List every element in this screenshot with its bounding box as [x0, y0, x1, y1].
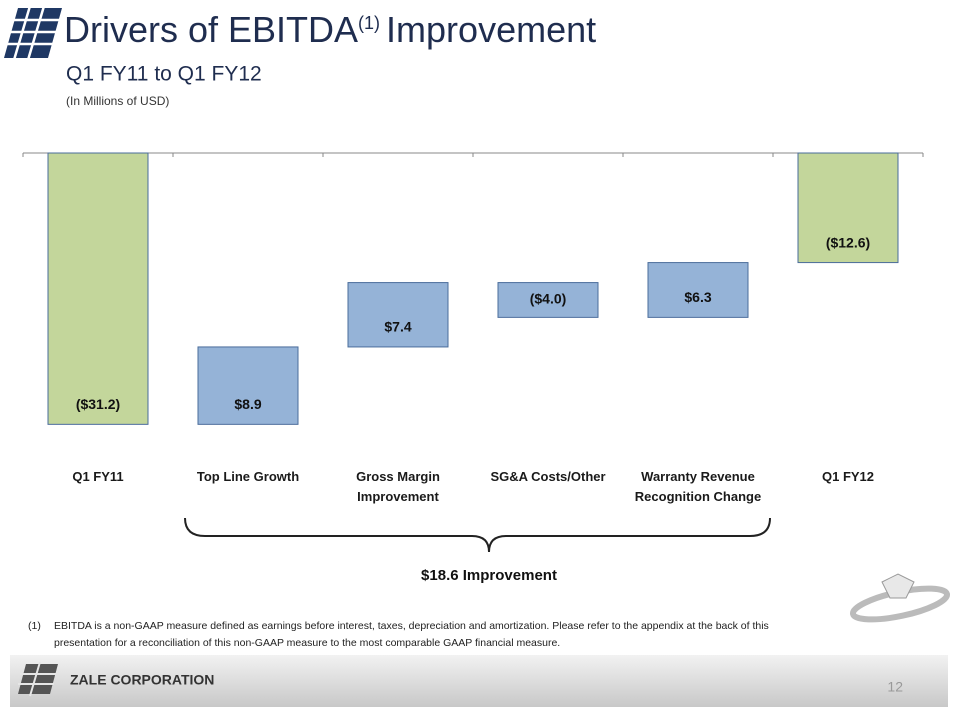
bar	[797, 152, 899, 264]
x-tick-label: Q1 FY11	[72, 469, 124, 484]
title-end: Improvement	[386, 9, 596, 50]
footnote: (1) EBITDA is a non-GAAP measure defined…	[28, 618, 828, 652]
value-label: ($31.2)	[76, 396, 120, 412]
ring	[849, 573, 951, 623]
footnote-text: EBITDA is a non-GAAP measure defined as …	[54, 620, 769, 649]
x-tick-label: Gross Margin Improvement	[356, 469, 440, 504]
title: Drivers of EBITDA	[64, 9, 358, 50]
footer-logo	[18, 661, 58, 697]
x-tick-label: Warranty Revenue Recognition Change	[634, 469, 762, 504]
slide-title: Drivers of EBITDA(1) Improvement	[64, 9, 596, 50]
bar	[647, 262, 749, 318]
bar	[197, 346, 299, 425]
logo	[2, 5, 62, 61]
bar	[47, 152, 149, 425]
x-tick-label: SG&A Costs/Other	[490, 469, 606, 484]
footer-bar	[10, 655, 948, 707]
company-name: ZALE CORPORATION	[70, 672, 214, 688]
value-label: $7.4	[384, 319, 411, 335]
brace	[184, 517, 771, 553]
brace-label: $18.6 Improvement	[421, 567, 557, 584]
value-label: ($12.6)	[826, 234, 870, 250]
page-number: 12	[887, 679, 903, 695]
x-tick-label: Q1 FY12	[821, 469, 875, 484]
footnote-marker: (1)	[28, 620, 41, 632]
subtitle: Q1 FY11 to Q1 FY12	[66, 63, 262, 86]
value-label: $6.3	[684, 289, 711, 305]
value-label: ($4.0)	[530, 291, 567, 307]
bar	[347, 282, 449, 348]
x-tick-label: Top Line Growth	[196, 469, 300, 484]
bar	[497, 282, 599, 318]
title-superscript: (1)	[358, 13, 380, 33]
units: (In Millions of USD)	[66, 94, 169, 108]
value-label: $8.9	[234, 396, 261, 412]
